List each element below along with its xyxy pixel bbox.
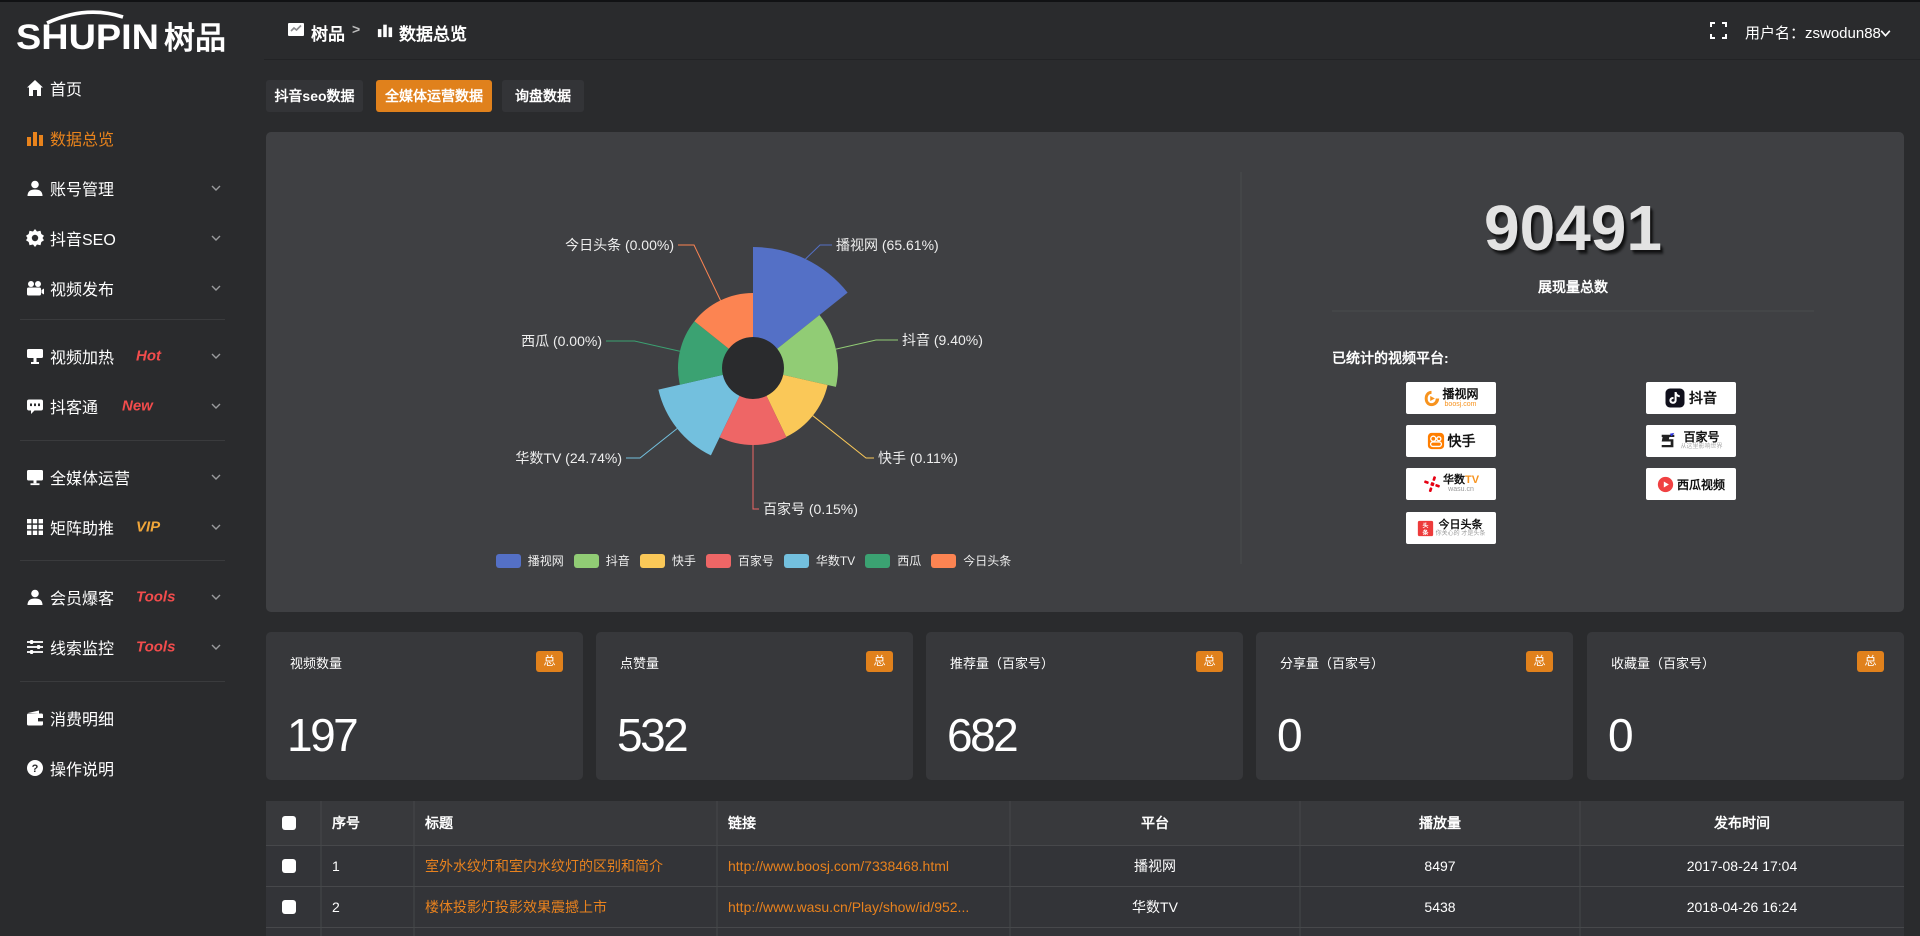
svg-text:西瓜 (0.00%): 西瓜 (0.00%) xyxy=(521,333,602,349)
svg-text:SHUPIN: SHUPIN xyxy=(16,18,159,57)
svg-text:头: 头 xyxy=(1422,521,1428,529)
svg-text:条: 条 xyxy=(1421,528,1428,536)
svg-text:百家号 (0.15%): 百家号 (0.15%) xyxy=(763,501,858,517)
svg-text:播视网 (65.61%): 播视网 (65.61%) xyxy=(836,237,939,253)
svg-text:快手 (0.11%): 快手 (0.11%) xyxy=(878,450,958,466)
svg-text:?: ? xyxy=(32,763,39,775)
svg-text:今日头条 (0.00%): 今日头条 (0.00%) xyxy=(565,237,674,253)
svg-text:抖音 (9.40%): 抖音 (9.40%) xyxy=(902,332,983,348)
svg-text:华数TV (24.74%): 华数TV (24.74%) xyxy=(515,450,622,466)
svg-text:树品: 树品 xyxy=(164,21,226,56)
